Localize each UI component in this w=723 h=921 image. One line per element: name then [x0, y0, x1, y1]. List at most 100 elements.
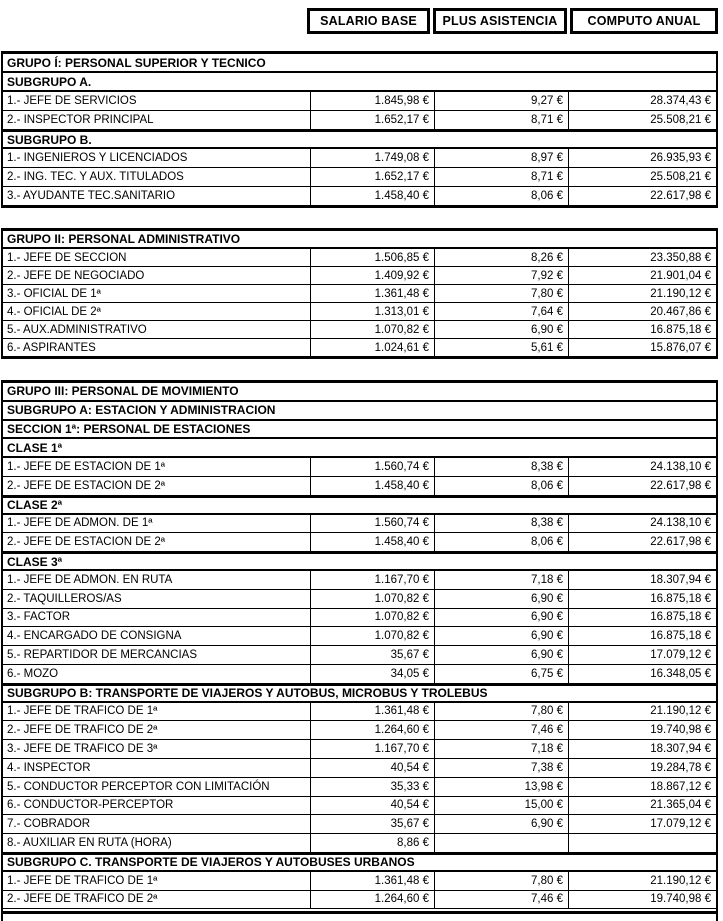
- column-header-salario-base: SALARIO BASE: [307, 8, 430, 34]
- row-label: 2.- JEFE DE TRAFICO DE 2ª: [7, 724, 158, 737]
- plus-asistencia-cell: [434, 834, 568, 852]
- computo-anual-cell: 23.350,88 €: [568, 249, 716, 266]
- section-title: CLASE 2ª: [7, 498, 63, 513]
- computo-anual-cell: 21.365,04 €: [568, 796, 716, 815]
- row-label: 2.- ING. TEC. Y AUX. TITULADOS: [7, 171, 184, 183]
- table-row: 2.- ING. TEC. Y AUX. TITULADOS 1.652,17 €…: [3, 168, 716, 187]
- plus-asistencia-cell: 6,90 €: [434, 608, 568, 627]
- plus-asistencia-cell: 7,38 €: [434, 758, 568, 777]
- table-row: 5.- REPARTIDOR DE MERCANCIAS 35,67 €6,90 …: [3, 646, 716, 665]
- table-row: 1.- JEFE DE TRAFICO DE 1ª 1.361,48 €7,80 …: [3, 702, 716, 722]
- row-label: 4.- ENCARGADO DE CONSIGNA: [7, 630, 182, 643]
- table-row: 2.- INSPECTOR PRINCIPAL 1.652,17 €8,71 €2…: [3, 111, 716, 130]
- plus-asistencia-cell: 7,80 €: [434, 871, 568, 890]
- row-label: 2.- JEFE DE ESTACION DE 2ª: [7, 479, 166, 492]
- plus-asistencia-cell: 6,90 €: [434, 321, 568, 338]
- salario-base-cell: 1.264,60 €: [310, 721, 434, 740]
- section-title: SUBGRUPO B: TRANSPORTE DE VIAJEROS Y AUT…: [7, 686, 488, 701]
- row-label: 5.- CONDUCTOR PERCEPTOR CON LIMITACIÓN: [7, 780, 270, 793]
- row-label: 6.- ASPIRANTES: [7, 341, 96, 354]
- row-label: 2.- JEFE DE ESTACION DE 2ª: [7, 536, 166, 549]
- computo-anual-cell: 20.467,86 €: [568, 303, 716, 320]
- salario-base-cell: 1.070,82 €: [310, 608, 434, 627]
- computo-anual-cell: 16.875,18 €: [568, 321, 716, 338]
- salario-base-cell: 1.506,85 €: [310, 249, 434, 266]
- section-title: GRUPO III: PERSONAL DE MOVIMIENTO: [7, 384, 239, 399]
- table-row: 3.- OFICIAL DE 1ª 1.361,48 €7,80 €21.190,…: [3, 285, 716, 303]
- salario-base-cell: 1.313,01 €: [310, 303, 434, 320]
- salario-base-cell: 1.749,08 €: [310, 149, 434, 167]
- section-title: GRUPO II: PERSONAL ADMINISTRATIVO: [7, 232, 241, 246]
- section-title: SUBGRUPO A.: [7, 74, 92, 89]
- table-row: 2.- JEFE DE NEGOCIADO 1.409,92 €7,92 €21.…: [3, 267, 716, 285]
- row-label: 1.- JEFE DE TRAFICO DE 1ª: [7, 705, 158, 718]
- table-row: 4.- OFICIAL DE 2ª 1.313,01 €7,64 €20.467,…: [3, 303, 716, 321]
- plus-asistencia-cell: 6,75 €: [434, 664, 568, 683]
- computo-anual-cell: 24.138,10 €: [568, 458, 716, 476]
- computo-anual-cell: 16.875,18 €: [568, 627, 716, 646]
- plus-asistencia-cell: 7,64 €: [434, 303, 568, 320]
- column-header-plus-asistencia: PLUS ASISTENCIA: [433, 8, 567, 34]
- section-header-row: SECCION 1ª: PERSONAL DE ESTACIONES: [3, 421, 716, 440]
- salario-base-cell: 1.458,40 €: [310, 476, 434, 495]
- row-label: 1.- JEFE DE SECCION: [7, 251, 127, 264]
- table-row: 1.- JEFE DE SERVICIOS 1.845,98 €9,27 €28.…: [3, 92, 716, 111]
- column-headers: SALARIO BASE PLUS ASISTENCIA COMPUTO ANU…: [0, 8, 718, 34]
- table-row: 3.- JEFE DE TRAFICO DE 3ª 1.167,70 €7,18 …: [3, 740, 716, 759]
- salario-base-cell: 1.652,17 €: [310, 111, 434, 129]
- section-title: SUBGRUPO B.: [7, 132, 92, 147]
- column-header-computo-anual: COMPUTO ANUAL: [570, 8, 718, 34]
- computo-anual-cell: 26.935,93 €: [568, 149, 716, 167]
- plus-asistencia-cell: 7,46 €: [434, 890, 568, 909]
- column-header-spacer: [0, 8, 307, 34]
- section-header-row: SUBGRUPO B: TRANSPORTE DE VIAJEROS Y AUT…: [3, 683, 716, 703]
- plus-asistencia-cell: 8,71 €: [434, 111, 568, 129]
- plus-asistencia-cell: 15,00 €: [434, 796, 568, 815]
- computo-anual-cell: 16.348,05 €: [568, 664, 716, 683]
- table-grupo-i: GRUPO Í: PERSONAL SUPERIOR Y TECNICO SUBG…: [1, 51, 718, 208]
- table-row: 1.- JEFE DE SECCION 1.506,85 €8,26 €23.35…: [3, 249, 716, 267]
- plus-asistencia-cell: 6,90 €: [434, 589, 568, 608]
- row-label: 2.- TAQUILLEROS/AS: [7, 592, 122, 605]
- row-label: 1.- JEFE DE SERVICIOS: [7, 95, 137, 107]
- row-label: 5.- AUX.ADMINISTRATIVO: [7, 323, 147, 336]
- salario-base-cell: 35,67 €: [310, 646, 434, 664]
- computo-anual-cell: 22.617,98 €: [568, 533, 716, 552]
- plus-asistencia-cell: 7,92 €: [434, 267, 568, 284]
- plus-asistencia-cell: 7,80 €: [434, 285, 568, 302]
- section-header-row: CLASE 1ª: [3, 439, 716, 459]
- row-label: 3.- FACTOR: [7, 611, 71, 624]
- row-label: 2.- JEFE DE NEGOCIADO: [7, 269, 145, 282]
- section-header-row: SUBGRUPO C. TRANSPORTE DE VIAJEROS Y AUT…: [3, 852, 716, 872]
- table-row: 2.- JEFE DE ESTACION DE 2ª 1.458,40 €8,06…: [3, 476, 716, 496]
- table-row: 2.- TAQUILLEROS/AS 1.070,82 €6,90 €16.875…: [3, 589, 716, 609]
- salario-base-cell: 1.652,17 €: [310, 168, 434, 186]
- salario-base-cell: 1.361,48 €: [310, 285, 434, 302]
- computo-anual-cell: 19.740,98 €: [568, 721, 716, 740]
- salario-base-cell: 1.024,61 €: [310, 339, 434, 356]
- table-row: 1.- JEFE DE ADMON. DE 1ª 1.560,74 €8,38 €…: [3, 514, 716, 534]
- table-row: 6.- MOZO 34,05 €6,75 €16.348,05 €: [3, 664, 716, 684]
- computo-anual-cell: 19.740,98 €: [568, 890, 716, 909]
- plus-asistencia-cell: 6,90 €: [434, 815, 568, 834]
- plus-asistencia-cell: 8,06 €: [434, 187, 568, 205]
- section-header-row: GRUPO III: PERSONAL DE MOVIMIENTO: [3, 383, 716, 402]
- row-label: 1.- JEFE DE ADMON. EN RUTA: [7, 573, 173, 586]
- plus-asistencia-cell: 7,80 €: [434, 702, 568, 721]
- row-label: 6.- MOZO: [7, 667, 59, 680]
- section-header-row: GRUPO II: PERSONAL ADMINISTRATIVO: [3, 231, 716, 249]
- computo-anual-cell: 25.508,21 €: [568, 168, 716, 186]
- salario-base-cell: 1.070,82 €: [310, 627, 434, 646]
- salario-base-cell: 1.167,70 €: [310, 570, 434, 589]
- computo-anual-cell: 17.079,12 €: [568, 815, 716, 834]
- row-label: 4.- INSPECTOR: [7, 761, 91, 774]
- salario-base-cell: 1.264,60 €: [310, 890, 434, 909]
- table-row: 1.- JEFE DE ADMON. EN RUTA 1.167,70 €7,18…: [3, 570, 716, 590]
- salario-base-cell: 35,33 €: [310, 777, 434, 796]
- computo-anual-cell: 21.901,04 €: [568, 267, 716, 284]
- table-row: 5.- AUX.ADMINISTRATIVO 1.070,82 €6,90 €16…: [3, 321, 716, 339]
- section-header-row: SUBGRUPO B.: [3, 130, 716, 149]
- salario-base-cell: 1.167,70 €: [310, 740, 434, 758]
- plus-asistencia-cell: 8,97 €: [434, 149, 568, 167]
- row-label: 8.- AUXILIAR EN RUTA (HORA): [7, 837, 172, 850]
